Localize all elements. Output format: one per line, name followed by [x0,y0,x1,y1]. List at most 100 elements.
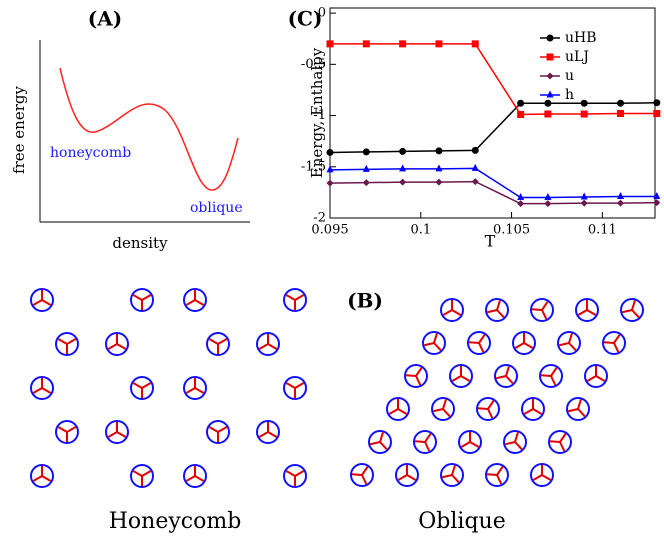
molecule-arm [478,342,485,353]
molecule-arm [379,432,384,443]
molecule-arm [477,407,489,410]
x-tick-label: 0.1 [410,223,431,238]
point [580,192,588,200]
molecule-arm [405,374,417,377]
molecule [476,397,500,421]
molecule [30,376,54,400]
molecule-arm [505,441,516,446]
molecule-arm [433,342,442,352]
caption: Oblique [418,509,505,534]
molecule [395,463,419,487]
point [546,53,554,61]
point [471,40,479,48]
molecule [557,331,581,355]
molecule-arm [388,408,399,415]
molecule-arm [361,466,369,476]
molecule-arm [559,441,566,452]
molecule-arm [469,441,480,448]
molecule-arm [451,465,456,476]
point [399,147,407,155]
molecule-arm [586,375,597,382]
point [617,199,625,207]
point [471,178,479,186]
point [326,40,334,48]
molecule-arm [267,343,278,350]
molecule-arm [32,475,43,482]
point [653,191,661,199]
molecule [283,376,307,400]
molecule-arm [132,294,143,301]
point [435,164,443,172]
point [362,148,370,156]
molecule-arm [41,299,52,306]
molecule-arm [442,309,453,316]
molecule [602,331,626,355]
molecule-arm [442,399,447,410]
molecule [183,464,207,488]
molecule-arm [487,400,495,410]
legend-label: uHB [565,30,597,46]
molecule [422,331,446,355]
molecule [130,288,154,312]
molecule-arm [496,309,505,319]
y-tick-label: -2 [313,211,326,226]
molecule-arm [57,426,68,433]
molecule-arm [294,382,305,389]
molecule-arm [185,387,196,394]
molecule-arm [514,441,523,451]
annotation: oblique [190,200,243,216]
molecule-arm [258,431,269,438]
molecule-arm [496,375,507,380]
molecule [55,332,79,356]
molecule-arm [208,338,219,345]
molecule [30,464,54,488]
molecule [105,332,129,356]
molecule-arm [285,470,296,477]
molecule [440,298,464,322]
point [653,199,661,207]
point [435,178,443,186]
point [546,90,554,98]
molecule [206,332,230,356]
molecule-arm [532,408,543,415]
molecule [575,298,599,322]
molecule-arm [486,473,498,476]
molecule-arm [415,375,422,386]
molecule [449,364,473,388]
molecule-arm [541,474,552,481]
molecule [467,331,491,355]
molecule-arm [451,474,460,484]
point [399,40,407,48]
molecule-arm [141,382,152,389]
molecule [350,463,374,487]
point [617,99,625,107]
molecule [256,420,280,444]
y-tick-label: -0.5 [301,57,326,72]
point [544,193,552,201]
molecule [521,397,545,421]
molecule-arm [505,366,510,377]
point [362,164,370,172]
molecule [458,430,482,454]
molecule [183,288,207,312]
point [580,110,588,118]
molecule [386,397,410,421]
y-tick-label: -1 [313,108,326,123]
molecule-arm [541,301,549,311]
molecule-arm [496,300,501,311]
point [517,111,525,119]
molecule-arm [631,300,636,311]
molecule-arm [424,342,435,347]
molecule-arm [217,338,228,345]
molecule [494,364,518,388]
molecule-arm [496,474,503,485]
molecule [539,364,563,388]
point [580,99,588,107]
molecule [530,463,554,487]
point [326,179,334,187]
molecule-arm [550,375,557,386]
point [471,146,479,154]
legend-label: uLJ [565,49,589,65]
molecule [584,364,608,388]
